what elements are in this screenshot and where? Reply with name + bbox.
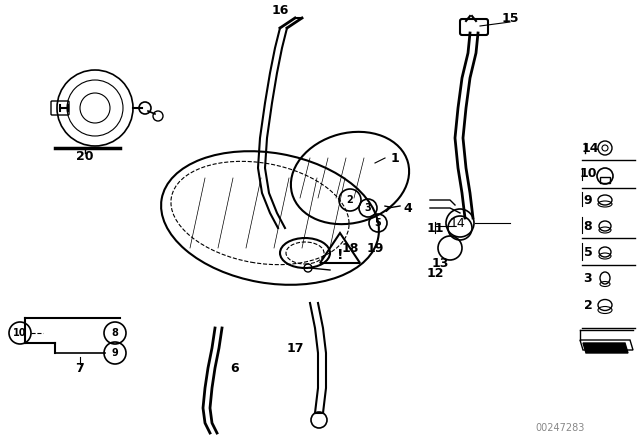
Text: 9: 9 (111, 348, 118, 358)
Text: 16: 16 (271, 4, 289, 17)
Text: 9: 9 (584, 194, 592, 207)
Polygon shape (583, 343, 628, 353)
Text: 17: 17 (286, 341, 304, 354)
Text: 7: 7 (76, 362, 84, 375)
Text: 8: 8 (111, 328, 118, 338)
Text: !: ! (337, 248, 343, 262)
Text: 13: 13 (431, 257, 449, 270)
Text: 12: 12 (426, 267, 444, 280)
Text: 00247283: 00247283 (535, 423, 585, 433)
Text: 10: 10 (13, 328, 27, 338)
Text: 14: 14 (450, 216, 466, 229)
Text: 10: 10 (579, 167, 596, 180)
Text: 14: 14 (581, 142, 599, 155)
Text: 19: 19 (366, 241, 384, 254)
Text: 3: 3 (365, 203, 371, 213)
Text: 5: 5 (374, 218, 381, 228)
Text: 20: 20 (76, 150, 93, 163)
Text: 2: 2 (347, 195, 353, 205)
Text: 2: 2 (584, 298, 593, 311)
Text: 15: 15 (501, 12, 519, 25)
Text: 8: 8 (584, 220, 592, 233)
Text: 18: 18 (341, 241, 358, 254)
Text: 3: 3 (584, 271, 592, 284)
Text: 4: 4 (404, 202, 412, 215)
Text: 6: 6 (230, 362, 239, 375)
Text: 5: 5 (584, 246, 593, 258)
Text: 1: 1 (390, 151, 399, 164)
Text: 11: 11 (426, 221, 444, 234)
